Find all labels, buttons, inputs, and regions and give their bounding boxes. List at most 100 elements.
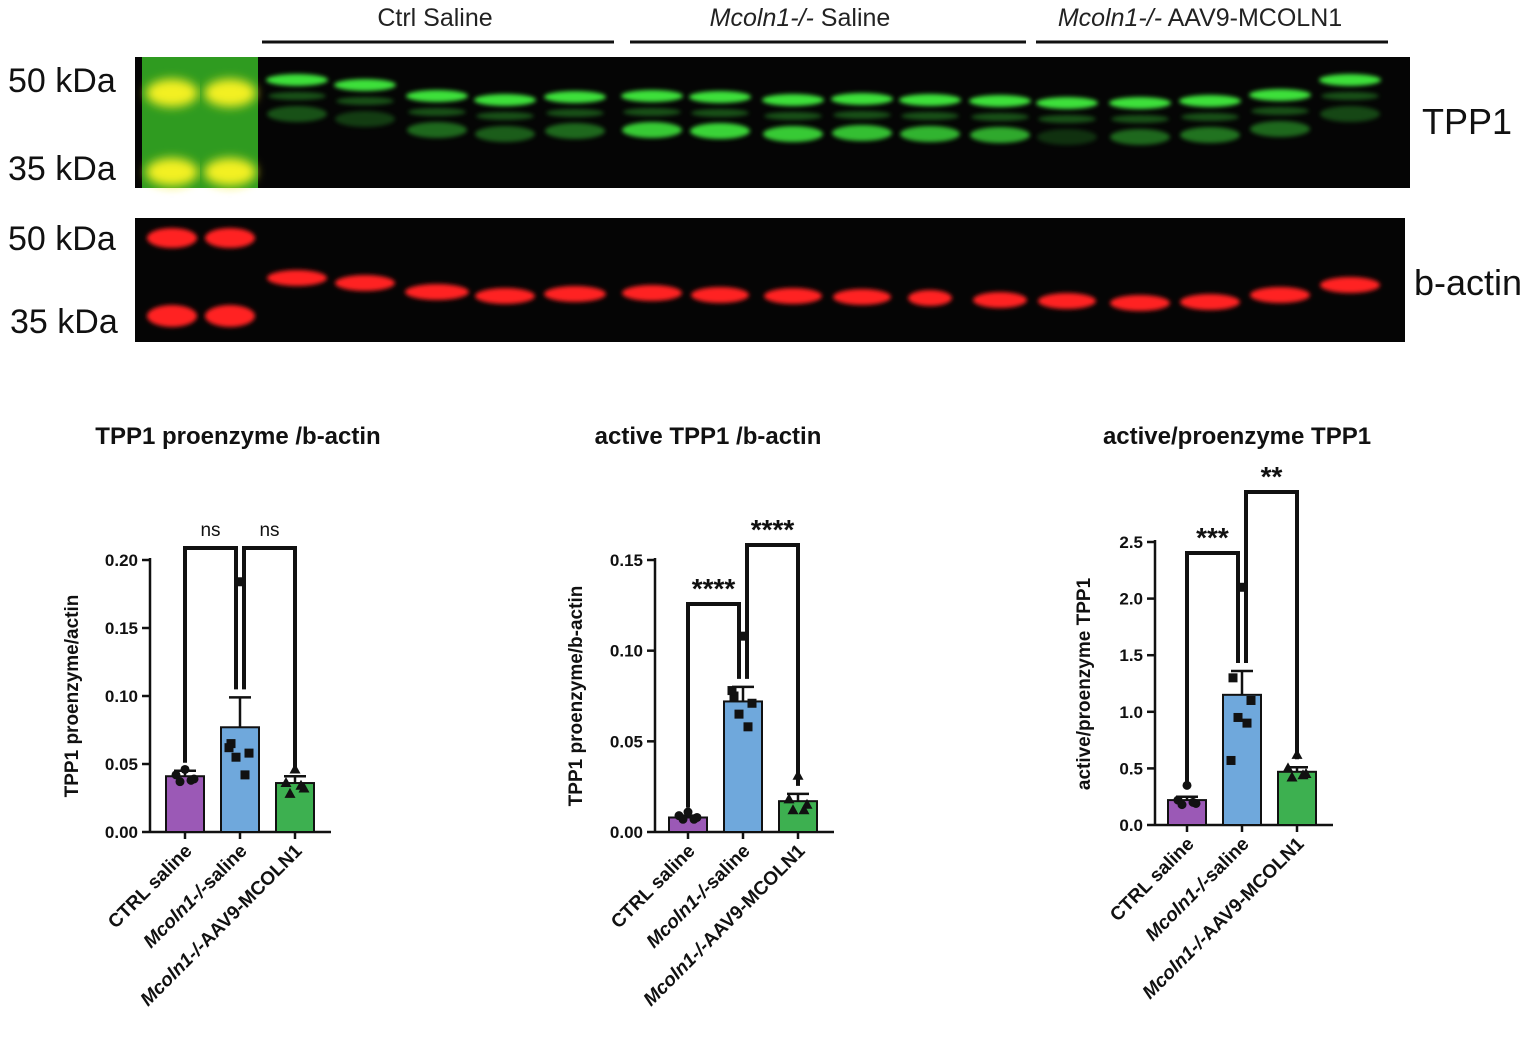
tpp1-proenzyme-band — [406, 90, 468, 102]
data-point — [1177, 800, 1187, 810]
tpp1-proenzyme-band — [621, 90, 683, 102]
data-point — [175, 777, 185, 787]
significance-label: ns — [200, 520, 220, 541]
tpp1-proenzyme-band — [1249, 89, 1311, 101]
tpp1-ladder-band-50 — [204, 79, 256, 107]
actin-ladder-band-50 — [147, 228, 197, 248]
significance-label: **** — [692, 573, 736, 604]
data-point — [1237, 582, 1247, 592]
data-point — [783, 793, 795, 804]
tpp1-proenzyme-band — [266, 74, 328, 86]
chart-tpp1-proenzyme: TPP1 proenzyme /b-actin TPP1 proenzyme/ac… — [62, 423, 381, 1011]
chart-active-proenzyme-ratio: active/proenzyme TPP1 active/proenzyme TP… — [1074, 423, 1371, 1004]
significance-bracket — [183, 546, 238, 763]
y-tick-label: 1.0 — [1119, 703, 1143, 722]
tpp1-minor-band — [1251, 107, 1309, 115]
tpp1-minor-band — [691, 109, 749, 117]
y-tick-label: 0.05 — [610, 732, 643, 751]
significance-label: ns — [259, 520, 279, 541]
y-tick-label: 0.15 — [105, 619, 138, 638]
data-point — [186, 775, 196, 785]
significance-bracket — [686, 602, 741, 808]
tpp1-proenzyme-band — [1036, 97, 1098, 109]
tpp1-minor-band — [1321, 92, 1379, 100]
data-point — [244, 748, 254, 758]
actin-band — [691, 287, 749, 303]
tpp1-active-band — [1037, 129, 1097, 145]
tpp1-active-band — [475, 126, 535, 142]
y-axis-label: TPP1 proenzyme/actin — [62, 595, 83, 798]
data-point — [289, 763, 301, 774]
tpp1-active-band — [335, 111, 395, 127]
data-point — [240, 770, 250, 780]
tpp1-active-band — [970, 127, 1030, 143]
tpp1-proenzyme-band — [689, 91, 751, 103]
tpp1-active-band — [900, 126, 960, 142]
data-point — [1226, 755, 1236, 765]
tpp1-minor-band — [971, 113, 1029, 121]
tpp1-proenzyme-band — [831, 93, 893, 105]
tpp1-proenzyme-band — [474, 94, 536, 106]
chart-title: active TPP1 /b-actin — [595, 423, 822, 450]
tpp1-minor-band — [546, 109, 604, 117]
data-point — [1228, 673, 1238, 683]
tpp1-blot-label: TPP1 — [1422, 101, 1512, 142]
tpp1-minor-band — [623, 108, 681, 116]
y-tick-label: 0.05 — [105, 755, 138, 774]
tpp1-minor-band — [336, 97, 394, 105]
data-point — [280, 777, 292, 788]
tpp1-ladder-band-35 — [204, 158, 256, 186]
tpp1-active-band — [1320, 106, 1380, 122]
actin-ladder-band-35 — [147, 305, 197, 327]
tpp1-proenzyme-band — [544, 91, 606, 103]
data-point — [729, 691, 739, 701]
tpp1-active-band — [690, 123, 750, 139]
data-point — [727, 686, 737, 696]
y-tick-label: 0.10 — [105, 687, 138, 706]
tpp1-active-band — [622, 122, 682, 138]
tpp1-proenzyme-band — [969, 95, 1031, 107]
actin-band — [764, 288, 822, 304]
tpp1-minor-band — [901, 112, 959, 120]
y-tick-label: 0.5 — [1119, 759, 1143, 778]
actin-ladder-band-35 — [205, 305, 255, 327]
actin-blot-panel: 50 kDa 35 kDa b-actin — [8, 218, 1522, 342]
tpp1-minor-band — [1111, 115, 1169, 123]
y-tick-label: 2.0 — [1119, 590, 1143, 609]
data-point — [1188, 797, 1198, 807]
data-point — [224, 743, 234, 753]
tpp1-minor-band — [268, 92, 326, 100]
significance-bracket — [242, 546, 297, 769]
y-tick-label: 0.00 — [105, 823, 138, 842]
actin-band — [908, 290, 952, 306]
tpp1-active-band — [763, 126, 823, 142]
tpp1-active-band — [545, 123, 605, 139]
data-point — [1233, 712, 1243, 722]
tpp1-minor-band — [476, 112, 534, 120]
actin-band — [1180, 294, 1240, 310]
actin-ladder-band-50 — [205, 228, 255, 248]
data-point — [798, 804, 810, 815]
tpp1-active-band — [407, 122, 467, 138]
y-tick-label: 0.15 — [610, 551, 643, 570]
data-point — [284, 787, 296, 798]
significance-bracket — [1185, 551, 1240, 789]
data-point — [180, 764, 190, 774]
group-label-mcoln1-aav9: Mcoln1-/- AAV9-MCOLN1 — [1058, 4, 1342, 32]
tpp1-minor-band — [764, 112, 822, 120]
actin-band — [973, 292, 1027, 308]
data-point — [1246, 695, 1256, 705]
group-label-mcoln1-saline: Mcoln1-/- Saline — [710, 4, 891, 32]
tpp1-proenzyme-band — [899, 94, 961, 106]
tpp1-active-band — [1180, 127, 1240, 143]
tpp1-ladder-band-35 — [146, 158, 198, 186]
chart-title: TPP1 proenzyme /b-actin — [95, 423, 380, 450]
significance-label: ** — [1261, 461, 1283, 492]
bar — [1277, 770, 1317, 827]
y-axis-label: TPP1 proenzyme/b-actin — [566, 586, 587, 807]
tpp1-minor-band — [1038, 115, 1096, 123]
tpp1-marker-35kda: 35 kDa — [8, 150, 116, 188]
tpp1-active-band — [267, 106, 327, 122]
data-point — [295, 779, 307, 790]
actin-marker-50kda: 50 kDa — [8, 220, 116, 258]
